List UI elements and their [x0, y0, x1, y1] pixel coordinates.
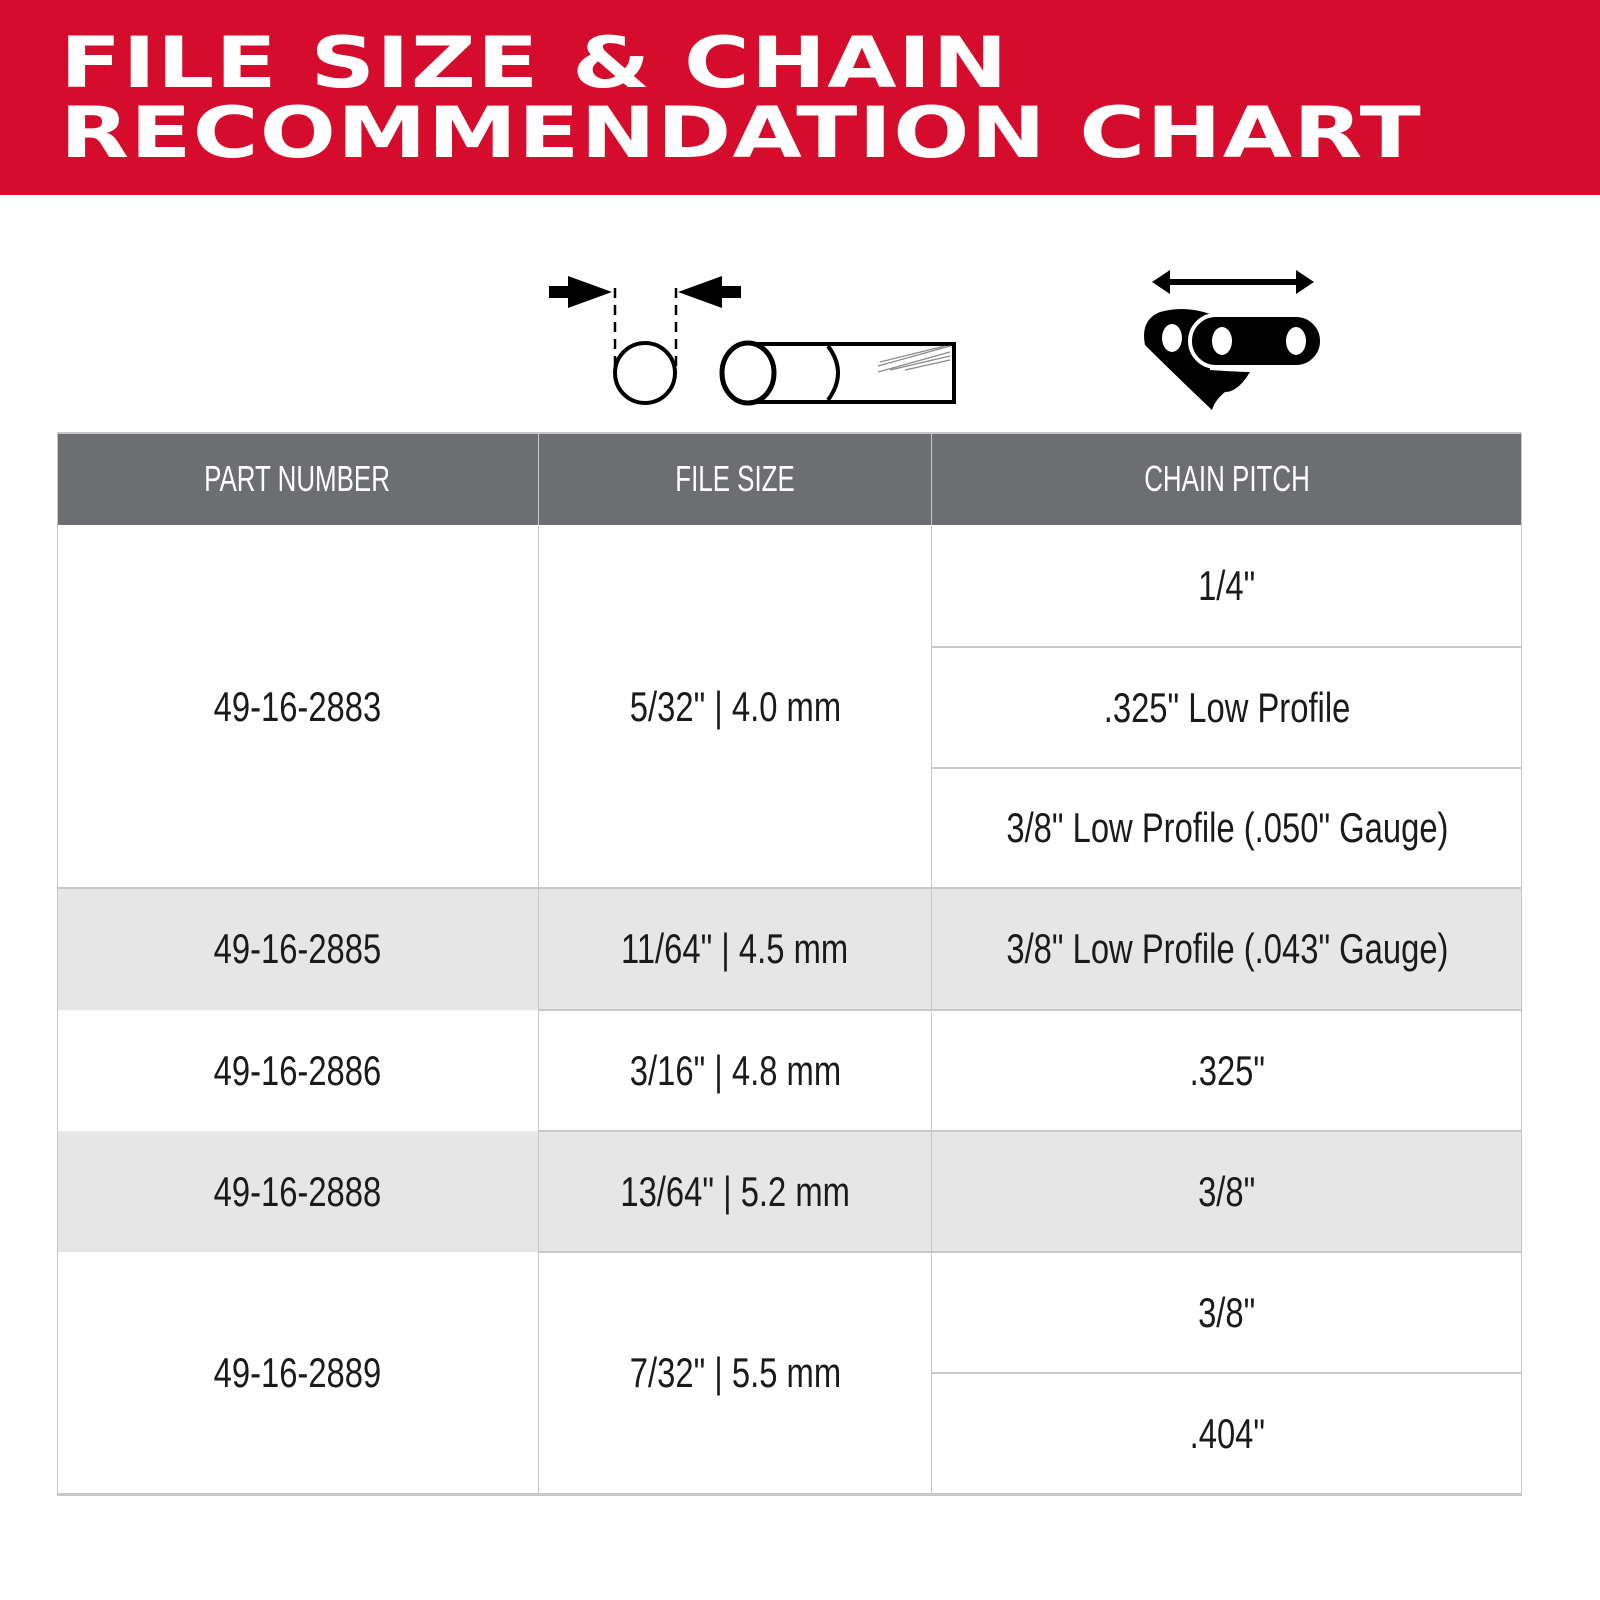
chain-pitch-icon [1144, 270, 1324, 410]
cell-text: 3/8" Low Profile (.050" Gauge) [1005, 804, 1449, 851]
cell-text: 49-16-2889 [213, 1349, 382, 1396]
table-cell-pitch: 1/4" [932, 525, 1522, 647]
table-cell-file-size: 3/16" | 4.8 mm [539, 1010, 931, 1131]
cell-text: PART NUMBER [204, 457, 391, 499]
grid-line [538, 1251, 1522, 1253]
cell-text: .325" Low Profile [1103, 683, 1351, 731]
column-header-file-size: FILE SIZE [539, 432, 931, 525]
grid-line [1521, 432, 1522, 1495]
table-cell-part: 49-16-2888 [57, 1131, 538, 1252]
cell-text: 49-16-2883 [213, 682, 382, 730]
grid-line [57, 1493, 1522, 1496]
title-line-1: FILE SIZE & CHAIN [60, 22, 1009, 104]
cell-text: 3/8" [1198, 1167, 1256, 1215]
table-cell-pitch: 3/8" Low Profile (.050" Gauge) [932, 768, 1522, 888]
cell-text: 5/32" | 4.0 mm [629, 682, 841, 730]
header-banner: FILE SIZE & CHAIN RECOMMENDATION CHART [0, 0, 1600, 195]
cell-text: FILE SIZE [675, 457, 795, 499]
table-cell-pitch: 3/8" [932, 1131, 1522, 1252]
grid-line [932, 767, 1522, 769]
grid-line [538, 432, 539, 1495]
table-cell-pitch: 3/8" [932, 1252, 1522, 1373]
icon-area [549, 270, 1324, 410]
cell-text: .404" [1189, 1409, 1265, 1457]
table-cell-part: 49-16-2889 [57, 1252, 538, 1494]
column-header-part-number: PART NUMBER [57, 432, 538, 525]
table-cell-pitch: .325" [932, 1010, 1522, 1131]
table-cell-pitch: .325" Low Profile [932, 647, 1522, 768]
grid-line [57, 887, 1522, 889]
grid-line [932, 646, 1522, 648]
table-cell-file-size: 11/64" | 4.5 mm [539, 888, 931, 1010]
grid-line [57, 432, 1522, 434]
cell-text: 11/64" | 4.5 mm [621, 925, 849, 972]
grid-line [538, 1130, 1522, 1132]
cell-text: 3/8" Low Profile (.043" Gauge) [1005, 925, 1449, 972]
cell-text: 49-16-2885 [213, 925, 382, 972]
cell-text: 3/16" | 4.8 mm [629, 1046, 841, 1094]
cell-text: 7/32" | 5.5 mm [629, 1349, 841, 1396]
table-cell-pitch: .404" [932, 1373, 1522, 1494]
grid-line [57, 432, 58, 1495]
grid-line [932, 1372, 1522, 1374]
cell-text: 3/8" [1198, 1288, 1256, 1336]
table-cell-pitch: 3/8" Low Profile (.043" Gauge) [932, 888, 1522, 1010]
table-cell-file-size: 13/64" | 5.2 mm [539, 1131, 931, 1252]
table-cell-part: 49-16-2885 [57, 888, 538, 1010]
column-header-chain-pitch: CHAIN PITCH [932, 432, 1522, 525]
file-diameter-icon [549, 276, 956, 406]
cell-text: 1/4" [1198, 562, 1256, 609]
cell-text: 13/64" | 5.2 mm [620, 1167, 850, 1215]
grid-line [538, 1009, 1522, 1011]
cell-text: 49-16-2888 [213, 1167, 382, 1215]
table-cell-part: 49-16-2883 [57, 525, 538, 888]
cell-text: 49-16-2886 [213, 1046, 382, 1094]
table-cell-file-size: 7/32" | 5.5 mm [539, 1252, 931, 1494]
table-row-shade [57, 1131, 1522, 1252]
table-cell-part: 49-16-2886 [57, 1010, 538, 1131]
cell-text: .325" [1189, 1046, 1265, 1094]
grid-line [931, 432, 932, 1495]
cell-text: CHAIN PITCH [1144, 457, 1310, 499]
title-line-2: RECOMMENDATION CHART [60, 92, 1422, 174]
table-cell-file-size: 5/32" | 4.0 mm [539, 525, 931, 888]
table-row-shade [57, 888, 1522, 1010]
page-title: FILE SIZE & CHAIN RECOMMENDATION CHART [60, 28, 1422, 168]
